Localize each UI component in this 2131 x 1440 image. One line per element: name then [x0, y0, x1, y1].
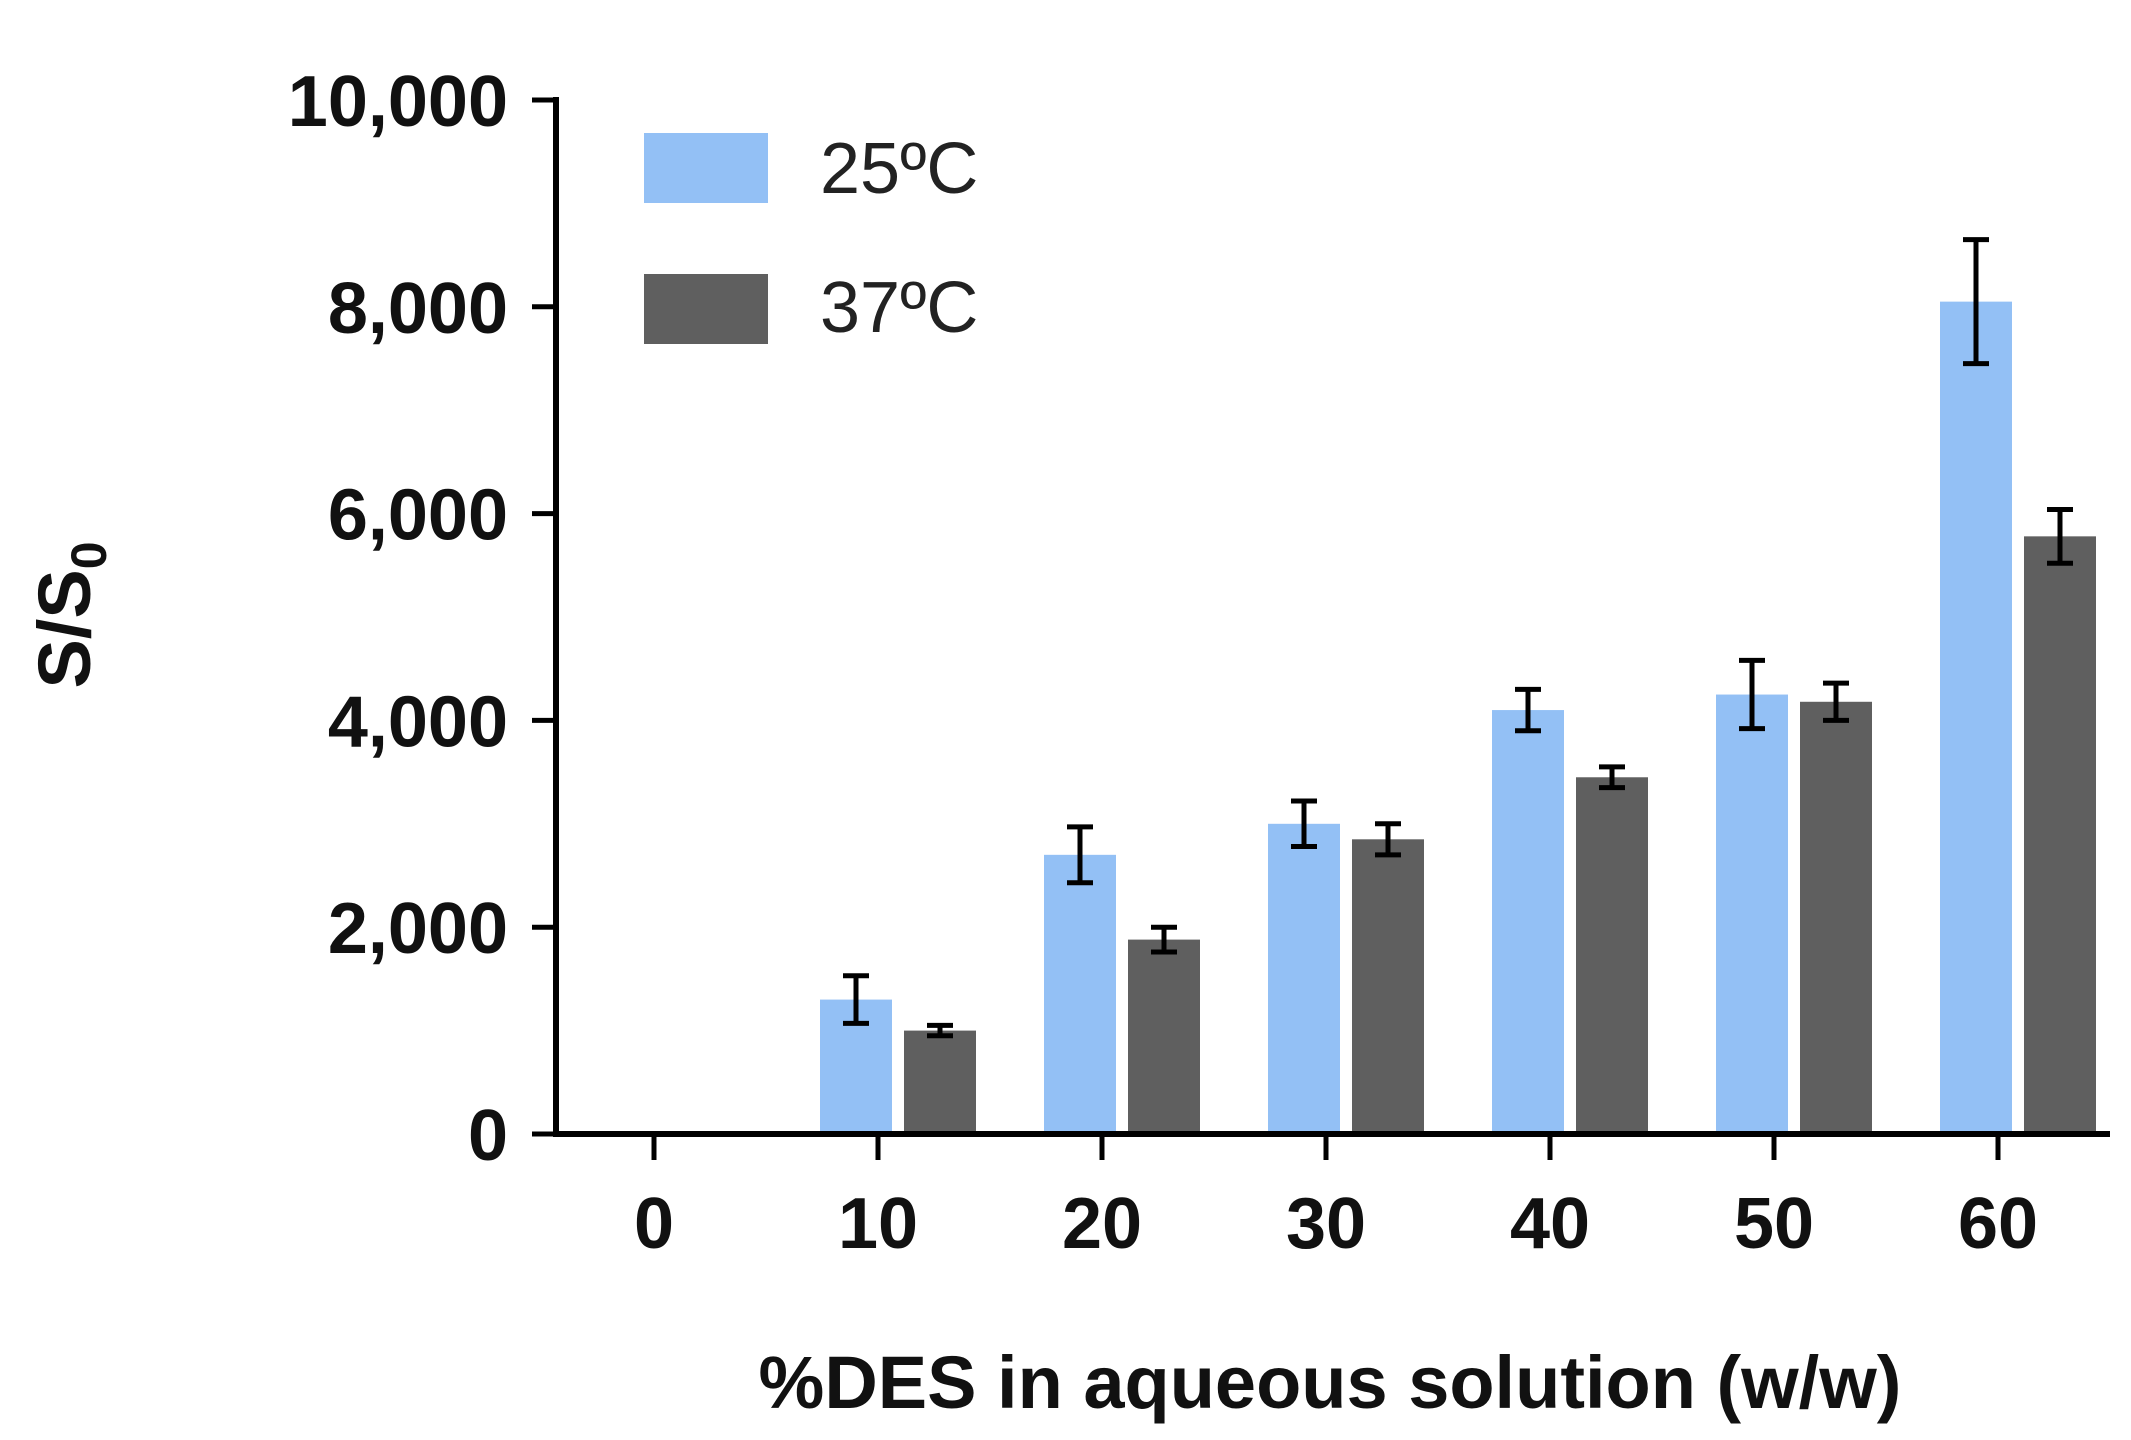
bar-series-2: [1576, 777, 1648, 1134]
y-tick-label: 4,000: [328, 682, 508, 762]
bar-series-2: [904, 1030, 976, 1134]
axes-layer: [553, 97, 2110, 1137]
legend-label-series-1: 25ºC: [820, 129, 978, 209]
x-tick-label: 60: [1958, 1184, 2038, 1264]
error-bar-series-2: [1151, 924, 1177, 955]
error-bar-series-2: [1599, 764, 1625, 791]
error-bar-series-2: [2047, 506, 2073, 566]
error-bar-series-1: [843, 973, 869, 1026]
bar-series-1: [1044, 854, 1116, 1134]
y-axis-title-main: S/S: [23, 569, 106, 688]
bar-series-1: [1940, 301, 2012, 1134]
y-tick-label: 6,000: [328, 476, 508, 556]
error-bar-series-2: [1823, 680, 1849, 723]
error-bar-series-1: [1291, 798, 1317, 850]
error-bar-series-1: [1067, 824, 1093, 886]
error-bar-series-1: [1963, 237, 1989, 367]
x-tick-label: 20: [1062, 1184, 1142, 1264]
legend-label-series-2: 37ºC: [820, 268, 978, 348]
x-axis-title: %DES in aqueous solution (w/w): [759, 1341, 1902, 1424]
bar-series-2: [1800, 701, 1872, 1134]
y-tick-label: 10,000: [288, 62, 508, 142]
y-tick-label: 2,000: [328, 889, 508, 969]
x-tick-label: 30: [1286, 1184, 1366, 1264]
x-tick-label: 40: [1510, 1184, 1590, 1264]
legend: 25ºC 37ºC: [644, 129, 978, 348]
y-tick-label: 8,000: [328, 269, 508, 349]
bars-layer: [820, 301, 2096, 1134]
error-bar-series-1: [1739, 657, 1765, 732]
y-ticks-layer: 0 2,000 4,000 6,000 8,000 10,000: [288, 62, 556, 1176]
legend-swatch-series-2: [644, 274, 768, 344]
x-tick-label: 0: [634, 1184, 674, 1264]
x-tick-label: 50: [1734, 1184, 1814, 1264]
x-ticks-layer: 0 10 20 30 40 50 60: [634, 1134, 2038, 1264]
bar-series-1: [1716, 694, 1788, 1134]
y-axis-title: S/S0: [23, 541, 117, 688]
bar-series-1: [1492, 710, 1564, 1134]
error-bar-series-1: [1515, 686, 1541, 734]
y-axis-title-subscript: 0: [61, 541, 117, 569]
error-bars-layer: [843, 237, 2073, 1039]
legend-swatch-series-1: [644, 133, 768, 203]
bar-series-2: [1352, 839, 1424, 1134]
bar-series-1: [1268, 823, 1340, 1134]
y-tick-label: 0: [468, 1096, 508, 1176]
error-bar-series-2: [927, 1022, 953, 1039]
bar-series-2: [1128, 939, 1200, 1134]
bar-series-2: [2024, 536, 2096, 1134]
x-tick-label: 10: [838, 1184, 918, 1264]
error-bar-series-2: [1375, 821, 1401, 858]
